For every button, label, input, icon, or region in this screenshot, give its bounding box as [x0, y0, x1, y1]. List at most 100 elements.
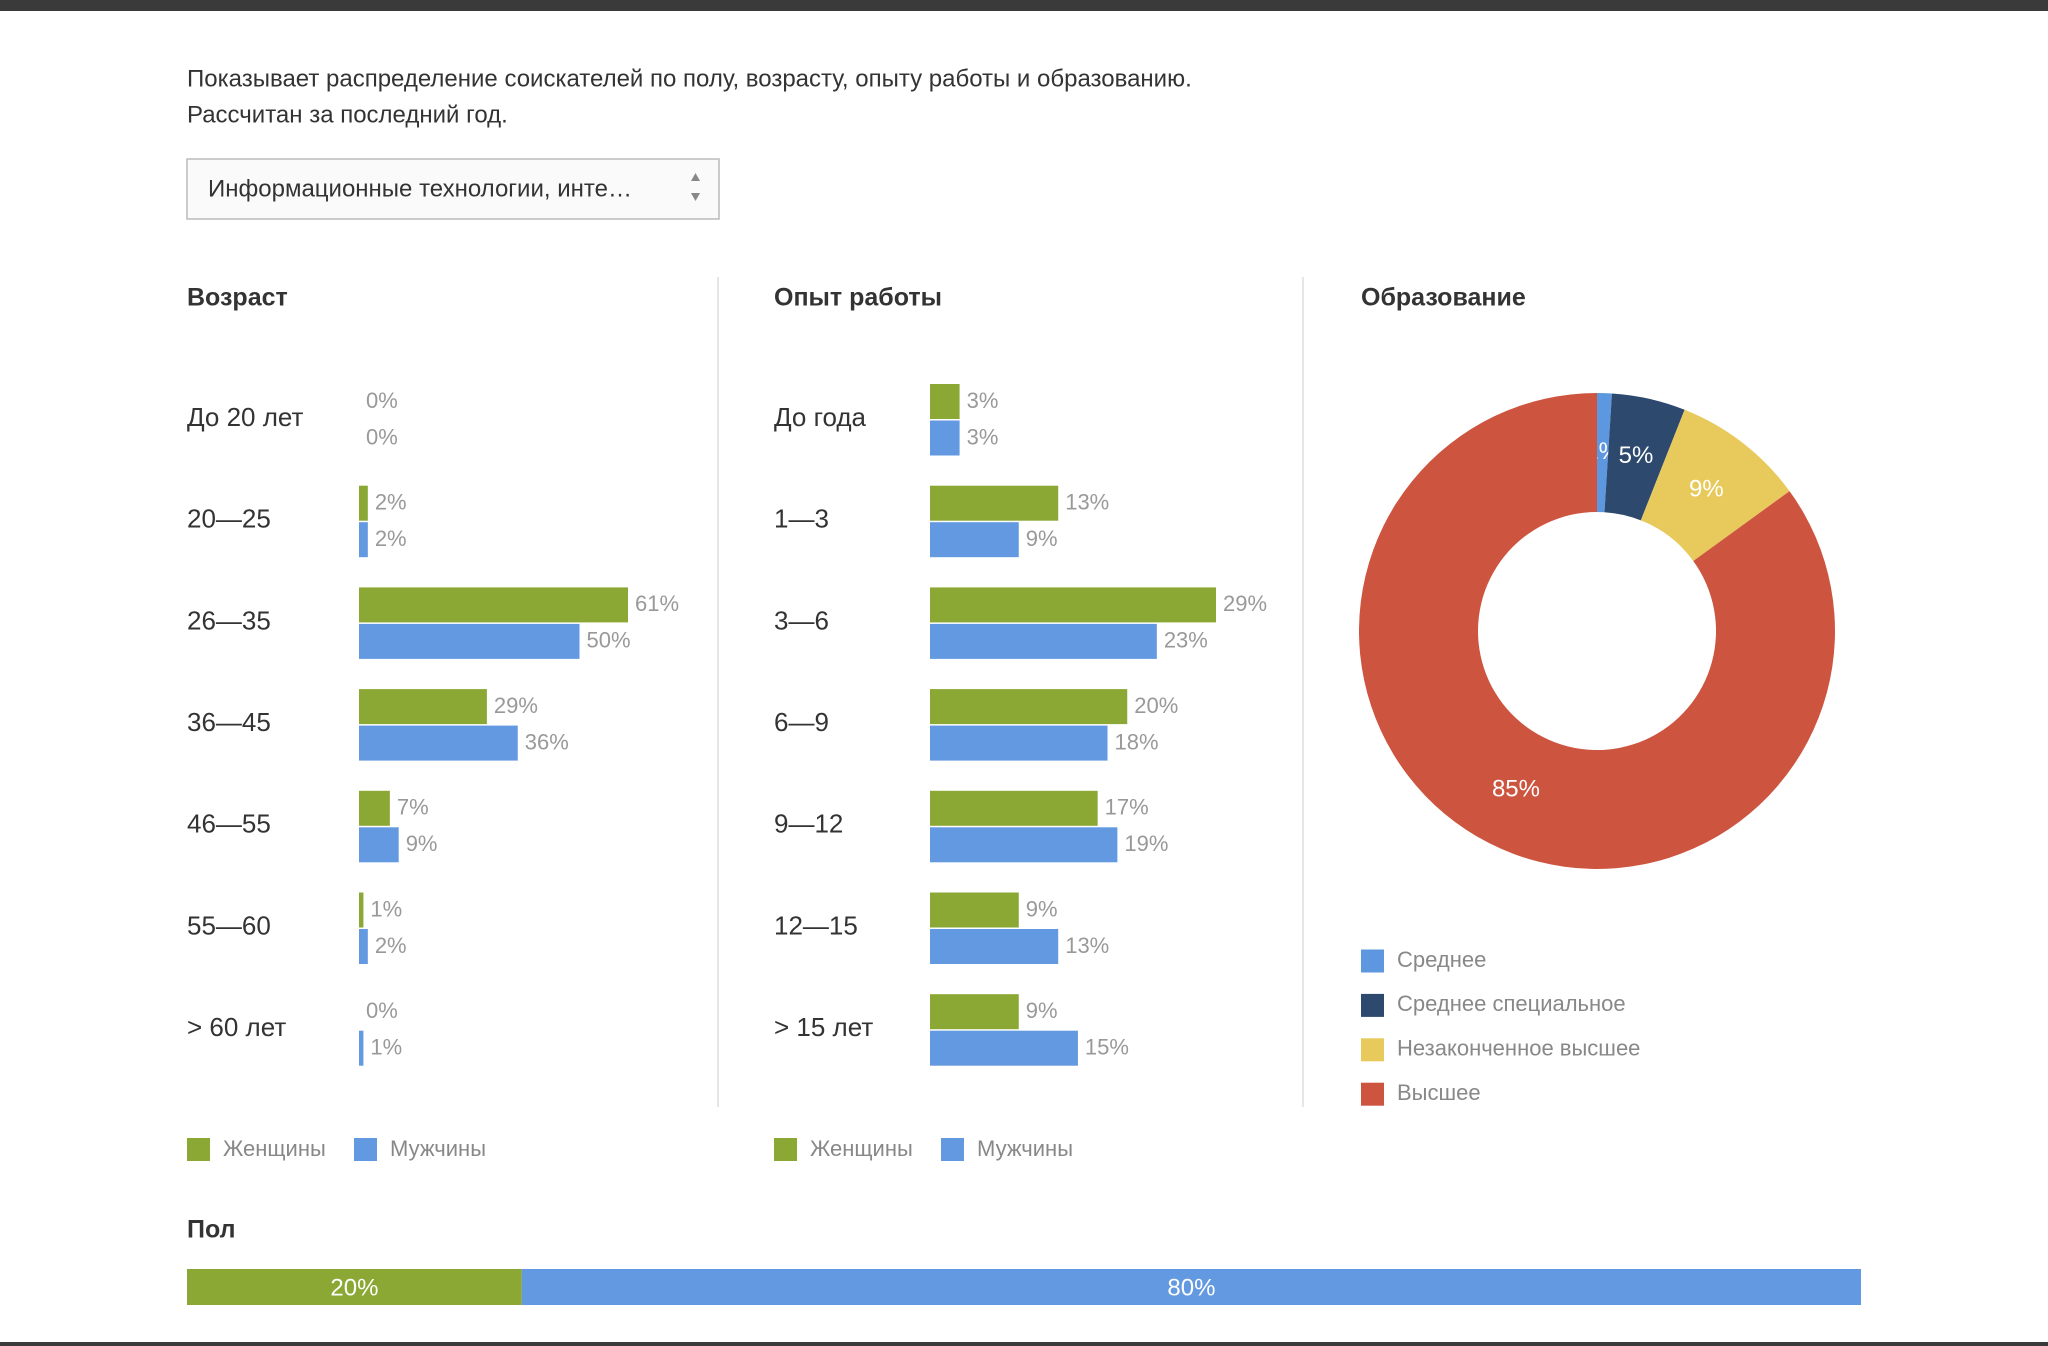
- value-label: 1%: [370, 1035, 402, 1060]
- bar: [930, 522, 1019, 558]
- segment-label: 80%: [1167, 1274, 1215, 1301]
- stack-segment: [187, 1269, 522, 1305]
- value-label: 1%: [370, 896, 402, 921]
- bar: [359, 623, 580, 659]
- value-label: 0%: [366, 424, 398, 449]
- bar: [930, 929, 1059, 964]
- category-label: 6—9: [774, 707, 829, 737]
- top-bar: [0, 0, 2048, 11]
- category-label: До 20 лет: [187, 402, 303, 432]
- value-label: 50%: [586, 628, 630, 653]
- bar: [930, 485, 1059, 521]
- legend-swatch: [1361, 949, 1384, 973]
- value-label: 2%: [375, 526, 407, 551]
- bottom-bar: [0, 1342, 2048, 1346]
- legend-swatch: [354, 1138, 377, 1161]
- dropdown-text: Информационные технологии, инте…: [208, 175, 632, 202]
- category-label: > 60 лет: [187, 1012, 286, 1042]
- category-label: 3—6: [774, 605, 829, 635]
- value-label: 13%: [1065, 933, 1109, 958]
- category-label: 26—35: [187, 605, 271, 635]
- value-label: 17%: [1105, 795, 1149, 820]
- value-label: 9%: [1026, 526, 1058, 551]
- bar: [930, 587, 1216, 623]
- bar: [930, 1030, 1078, 1066]
- bar: [930, 384, 960, 419]
- donut-slice: [1604, 393, 1685, 521]
- value-label: 7%: [397, 795, 429, 820]
- legend-swatch: [941, 1138, 964, 1161]
- legend-swatch: [1361, 993, 1384, 1017]
- value-label: 3%: [967, 388, 999, 413]
- bar: [359, 827, 399, 863]
- value-label: 9%: [1026, 896, 1058, 921]
- dropdown[interactable]: Информационные технологии, инте…: [186, 158, 720, 220]
- value-label: 19%: [1124, 831, 1168, 856]
- bar: [359, 587, 628, 623]
- category-label: 20—25: [187, 504, 271, 534]
- bar: [359, 790, 390, 826]
- value-label: 3%: [967, 424, 999, 449]
- legend-label: Женщины: [223, 1136, 326, 1161]
- segment-label: 20%: [330, 1274, 378, 1301]
- legend-label: Среднее специальное: [1397, 991, 1626, 1016]
- value-label: 61%: [635, 591, 679, 616]
- chart-title: Пол: [187, 1216, 236, 1244]
- category-label: 9—12: [774, 809, 843, 839]
- value-label: 15%: [1085, 1035, 1129, 1060]
- legend-swatch: [187, 1138, 210, 1161]
- donut-slice: [1359, 393, 1835, 870]
- legend-swatch: [774, 1138, 797, 1161]
- stack-segment: [521, 1269, 1861, 1305]
- legend-label: Высшее: [1397, 1080, 1481, 1105]
- legend-label: Мужчины: [977, 1136, 1073, 1161]
- chart-title: Образование: [1361, 284, 1526, 312]
- description: Показывает распределение соискателей по …: [187, 65, 1192, 92]
- legend-label: Незаконченное высшее: [1397, 1036, 1640, 1061]
- legend-label: Женщины: [810, 1136, 913, 1161]
- slice-label: 9%: [1689, 475, 1724, 502]
- legend-label: Среднее: [1397, 947, 1486, 972]
- bar: [359, 485, 368, 521]
- donut-slice: [1597, 393, 1612, 513]
- value-label: 29%: [494, 693, 538, 718]
- legend-swatch: [1361, 1082, 1384, 1106]
- bar: [930, 623, 1157, 659]
- chart-title: Опыт работы: [774, 284, 942, 312]
- value-label: 36%: [525, 729, 569, 754]
- value-label: 2%: [375, 490, 407, 515]
- category-label: 12—15: [774, 910, 858, 940]
- bar: [359, 892, 364, 928]
- bar: [930, 827, 1118, 863]
- legend-label: Мужчины: [390, 1136, 486, 1161]
- dropdown-box[interactable]: [186, 158, 720, 220]
- legend-swatch: [1361, 1038, 1384, 1062]
- value-label: 2%: [375, 933, 407, 958]
- value-label: 29%: [1223, 591, 1267, 616]
- bar: [930, 689, 1128, 725]
- bar: [359, 725, 518, 761]
- bar: [930, 420, 960, 456]
- bar: [930, 790, 1098, 826]
- bar: [359, 689, 487, 725]
- donut-slice: [1640, 409, 1790, 562]
- slice-label: 5%: [1619, 442, 1654, 469]
- value-label: 18%: [1115, 729, 1159, 754]
- category-label: 36—45: [187, 707, 271, 737]
- category-label: До года: [774, 402, 867, 432]
- chart-title: Возраст: [187, 284, 288, 312]
- bar: [359, 929, 368, 964]
- bar: [930, 725, 1108, 761]
- value-label: 9%: [1026, 998, 1058, 1023]
- dropdown-arrows: [691, 173, 700, 201]
- value-label: 9%: [406, 831, 438, 856]
- slice-label: 85%: [1492, 775, 1540, 802]
- bar: [359, 1030, 364, 1066]
- value-label: 13%: [1065, 490, 1109, 515]
- category-label: > 15 лет: [774, 1012, 873, 1042]
- value-label: 0%: [366, 998, 398, 1023]
- description: Рассчитан за последний год.: [187, 101, 508, 128]
- bar: [930, 994, 1019, 1030]
- value-label: 0%: [366, 388, 398, 413]
